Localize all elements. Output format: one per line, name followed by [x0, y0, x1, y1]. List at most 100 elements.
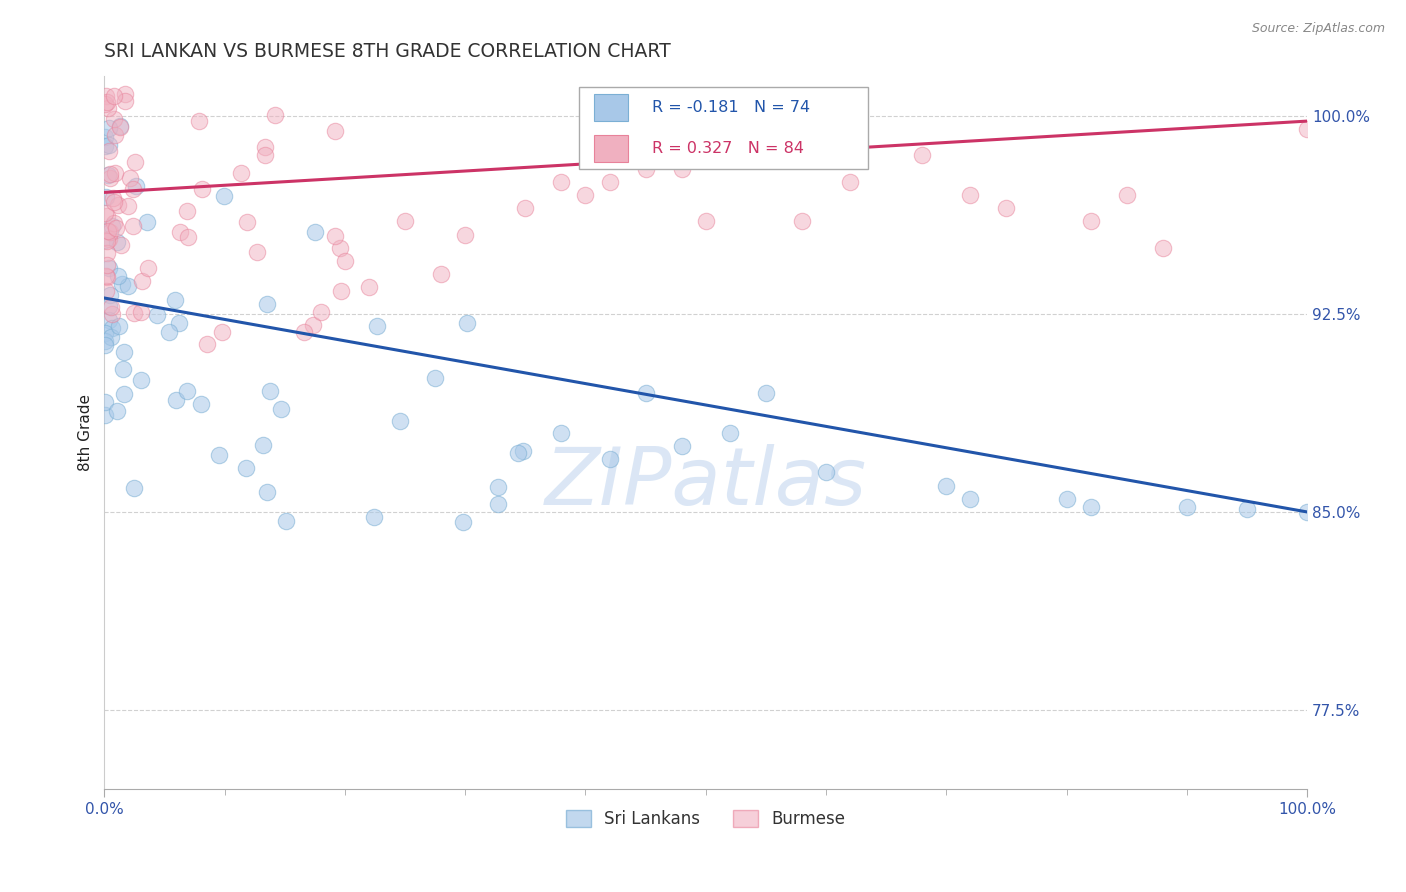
- Point: [94, 326, 117, 340]
- Point: [755, 148, 778, 162]
- Point: [146, 308, 169, 322]
- Point: [176, 204, 198, 219]
- Point: [333, 254, 356, 268]
- Point: [323, 228, 346, 243]
- Point: [108, 119, 131, 133]
- Point: [103, 194, 125, 209]
- Point: [97, 144, 120, 158]
- FancyBboxPatch shape: [579, 87, 868, 169]
- Point: [93, 139, 115, 153]
- Point: [103, 89, 125, 103]
- Point: [550, 425, 572, 440]
- Point: [124, 179, 146, 194]
- Point: [100, 300, 122, 314]
- Point: [366, 318, 388, 333]
- Point: [389, 413, 412, 427]
- Point: [259, 384, 281, 398]
- Point: [111, 277, 134, 292]
- Point: [790, 214, 813, 228]
- Point: [101, 307, 124, 321]
- Point: [264, 108, 287, 122]
- Point: [94, 338, 117, 352]
- Point: [96, 246, 118, 260]
- Point: [100, 330, 122, 344]
- Point: [98, 171, 121, 186]
- Point: [157, 325, 180, 339]
- Point: [177, 229, 200, 244]
- Point: [94, 268, 117, 283]
- Point: [107, 268, 129, 283]
- Point: [718, 425, 741, 440]
- Bar: [593, 135, 627, 162]
- Point: [98, 313, 121, 327]
- Point: [506, 446, 529, 460]
- Point: [302, 318, 325, 332]
- Point: [122, 219, 145, 234]
- Point: [453, 515, 475, 529]
- Text: Source: ZipAtlas.com: Source: ZipAtlas.com: [1251, 22, 1385, 36]
- Point: [101, 321, 124, 335]
- Point: [959, 188, 981, 202]
- Point: [959, 491, 981, 506]
- Point: [325, 124, 347, 138]
- Point: [229, 166, 252, 180]
- Point: [254, 140, 277, 154]
- Point: [1056, 491, 1078, 506]
- Point: [129, 305, 152, 319]
- Point: [304, 225, 326, 239]
- Point: [165, 392, 187, 407]
- Point: [935, 478, 957, 492]
- Point: [122, 306, 145, 320]
- Point: [94, 233, 117, 247]
- Point: [96, 234, 118, 248]
- Point: [165, 293, 187, 307]
- Point: [1152, 241, 1174, 255]
- Point: [256, 296, 278, 310]
- Point: [122, 182, 145, 196]
- Point: [94, 190, 117, 204]
- Point: [98, 137, 121, 152]
- Point: [103, 216, 125, 230]
- Point: [169, 225, 191, 239]
- Point: [195, 336, 218, 351]
- Point: [94, 130, 117, 145]
- Point: [814, 466, 837, 480]
- Point: [104, 166, 127, 180]
- Point: [176, 384, 198, 398]
- Text: R = 0.327   N = 84: R = 0.327 N = 84: [651, 141, 804, 156]
- Point: [108, 120, 131, 134]
- Point: [94, 394, 117, 409]
- Point: [208, 449, 231, 463]
- Point: [96, 258, 118, 272]
- Point: [211, 325, 233, 339]
- Legend: Sri Lankans, Burmese: Sri Lankans, Burmese: [560, 803, 852, 834]
- Point: [96, 95, 118, 110]
- Point: [246, 244, 269, 259]
- Point: [486, 480, 509, 494]
- Point: [190, 397, 212, 411]
- Point: [423, 370, 446, 384]
- Point: [995, 201, 1018, 215]
- Point: [634, 161, 657, 176]
- Point: [329, 241, 352, 255]
- Point: [117, 199, 139, 213]
- Point: [98, 167, 121, 181]
- Point: [486, 497, 509, 511]
- Point: [97, 224, 120, 238]
- Point: [98, 225, 121, 239]
- Point: [114, 87, 136, 102]
- Point: [94, 89, 117, 103]
- Point: [515, 201, 537, 215]
- Point: [97, 101, 120, 115]
- Point: [191, 182, 214, 196]
- Point: [129, 373, 152, 387]
- Point: [1296, 505, 1319, 519]
- Point: [671, 439, 693, 453]
- Point: [1175, 500, 1198, 514]
- Point: [1296, 122, 1319, 136]
- Point: [695, 214, 717, 228]
- Point: [1080, 500, 1102, 514]
- Point: [94, 408, 117, 422]
- Point: [256, 485, 278, 500]
- Point: [110, 237, 132, 252]
